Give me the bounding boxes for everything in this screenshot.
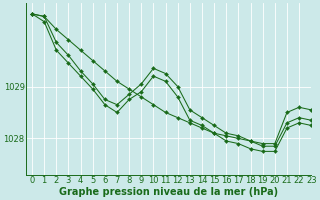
X-axis label: Graphe pression niveau de la mer (hPa): Graphe pression niveau de la mer (hPa) (59, 187, 278, 197)
